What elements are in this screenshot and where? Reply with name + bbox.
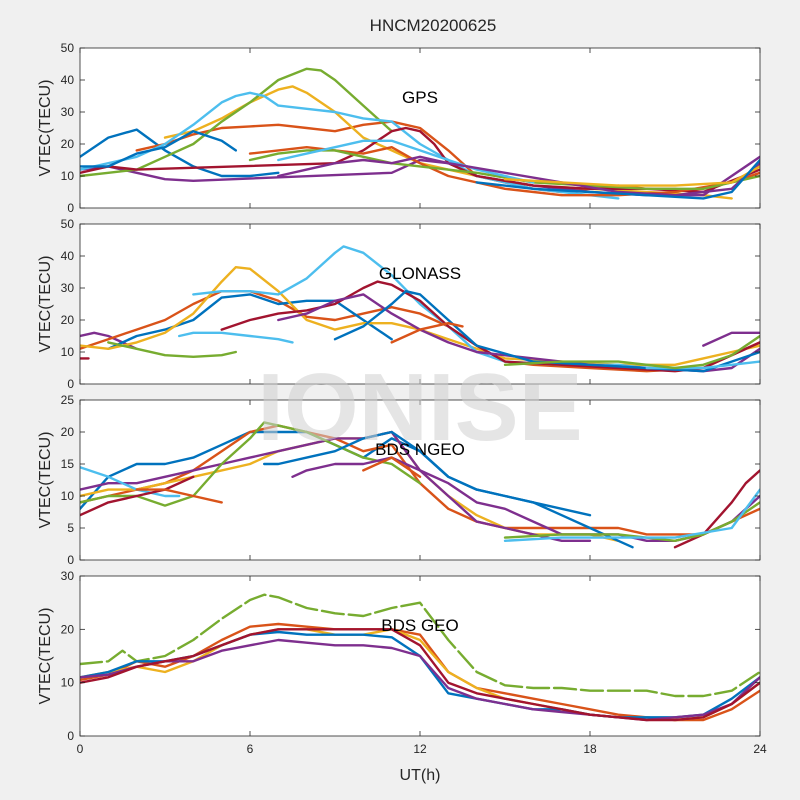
panel-0: 0 10 20 30 40 50 VTEC(TECU) GPS [37,41,761,215]
y-tick-label: 30 [61,105,75,119]
series-line-4 [80,421,422,507]
y-tick-label: 20 [61,137,75,151]
panel-annotation: BDS NGEO [375,440,465,459]
series-line-3 [107,293,393,350]
series-line-0 [80,128,280,178]
y-tick-label: 0 [67,553,74,567]
series-line-7 [135,488,223,504]
series-group [80,593,760,722]
figure-title: HNCM20200625 [370,16,497,35]
series-line-13 [475,158,760,200]
series-line-2 [80,290,760,373]
y-tick-label: 10 [61,489,75,503]
x-tick-label: 18 [583,742,597,756]
y-tick-label: 15 [61,457,75,471]
series-line-13 [362,456,422,478]
y-tick-label: 0 [67,201,74,215]
y-axis-label: VTEC(TECU) [37,608,54,705]
x-tick-label: 24 [753,742,767,756]
y-axis-label: VTEC(TECU) [37,256,54,353]
panel-annotation: GPS [402,88,438,107]
series-group [80,245,760,373]
y-tick-label: 20 [61,425,75,439]
series-line-7 [80,130,237,168]
y-tick-label: 30 [61,281,75,295]
watermark: IONISE [257,354,582,461]
panel-2: 0 5 10 15 20 25 VTEC(TECU) BDS NGEO [37,393,761,567]
series-line-8 [248,146,760,197]
y-tick-label: 50 [61,41,75,55]
series-line-11 [503,501,760,542]
y-axis-label: VTEC(TECU) [37,80,54,177]
panel-1: 0 10 20 30 40 50 VTEC(TECU) GLONASS [37,217,761,391]
y-axis-label: VTEC(TECU) [37,432,54,529]
y-tick-label: 10 [61,345,75,359]
y-tick-label: 10 [61,676,75,690]
series-line-12 [702,331,760,347]
series-group [80,421,760,549]
x-tick-label: 6 [247,742,254,756]
series-group [80,67,760,200]
series-line-3 [80,430,592,542]
y-tick-label: 10 [61,169,75,183]
y-tick-label: 20 [61,622,75,636]
panel-annotation: GLONASS [379,264,461,283]
series-line-6 [80,475,195,517]
x-tick-label: 12 [413,742,427,756]
series-line-9 [248,149,760,190]
y-tick-label: 0 [67,729,74,743]
panel-annotation: BDS GEO [381,616,458,635]
y-tick-label: 40 [61,249,75,263]
series-line-11 [390,322,464,344]
series-line-12 [503,165,760,187]
series-line-11 [277,155,760,197]
y-tick-label: 20 [61,313,75,327]
y-tick-label: 5 [67,521,74,535]
series-line-10 [673,469,760,549]
series-line-5 [107,341,237,358]
series-line-0 [80,593,760,698]
series-line-8 [220,280,760,373]
y-tick-label: 50 [61,217,75,231]
y-tick-label: 0 [67,377,74,391]
series-line-8 [263,430,634,549]
y-tick-label: 30 [61,569,75,583]
series-line-14 [503,334,760,370]
series-line-5 [80,628,760,722]
x-tick-label: 0 [77,742,84,756]
series-line-12 [503,488,760,542]
series-line-6 [178,331,294,344]
y-tick-label: 25 [61,393,75,407]
series-line-6 [80,126,760,194]
x-axis-label: UT(h) [400,767,441,784]
panel-3: 0 10 20 30 0 6 12 18 24 VTEC(TECU) BDS GEO [37,569,767,756]
y-tick-label: 40 [61,73,75,87]
